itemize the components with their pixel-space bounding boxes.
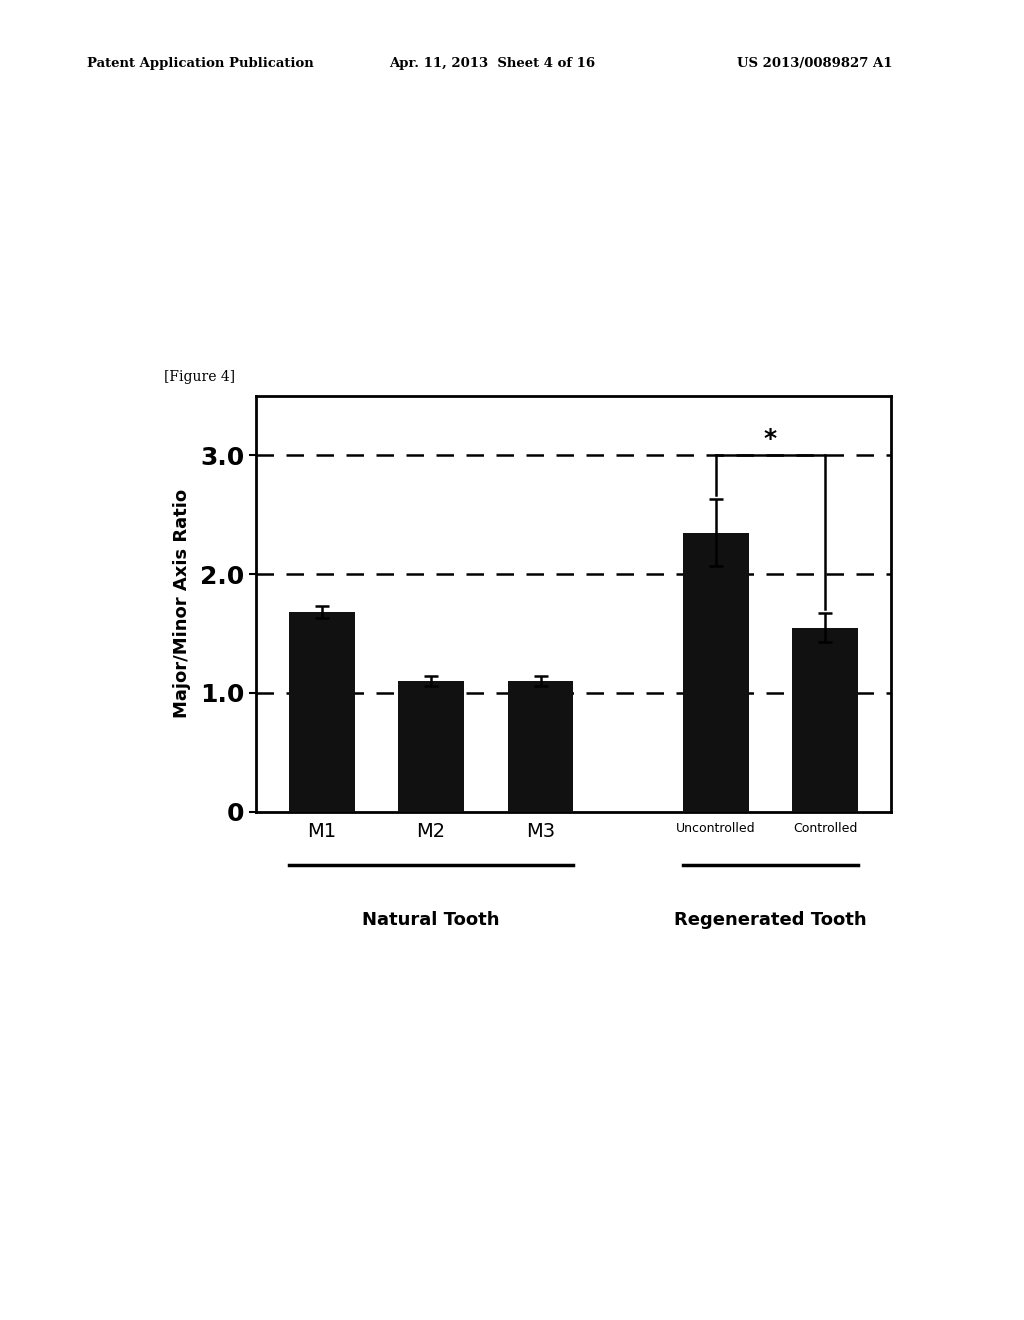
Text: [Figure 4]: [Figure 4] bbox=[164, 370, 234, 384]
Text: Patent Application Publication: Patent Application Publication bbox=[87, 57, 313, 70]
Bar bbox=[289, 612, 354, 812]
Bar bbox=[508, 681, 573, 812]
Text: Natural Tooth: Natural Tooth bbox=[362, 911, 500, 929]
Text: Apr. 11, 2013  Sheet 4 of 16: Apr. 11, 2013 Sheet 4 of 16 bbox=[389, 57, 595, 70]
Text: US 2013/0089827 A1: US 2013/0089827 A1 bbox=[737, 57, 893, 70]
Bar bbox=[793, 628, 858, 812]
Y-axis label: Major/Minor Axis Ratio: Major/Minor Axis Ratio bbox=[173, 490, 191, 718]
Bar bbox=[398, 681, 464, 812]
Text: Regenerated Tooth: Regenerated Tooth bbox=[674, 911, 866, 929]
Bar bbox=[683, 533, 749, 812]
Text: *: * bbox=[764, 426, 777, 450]
